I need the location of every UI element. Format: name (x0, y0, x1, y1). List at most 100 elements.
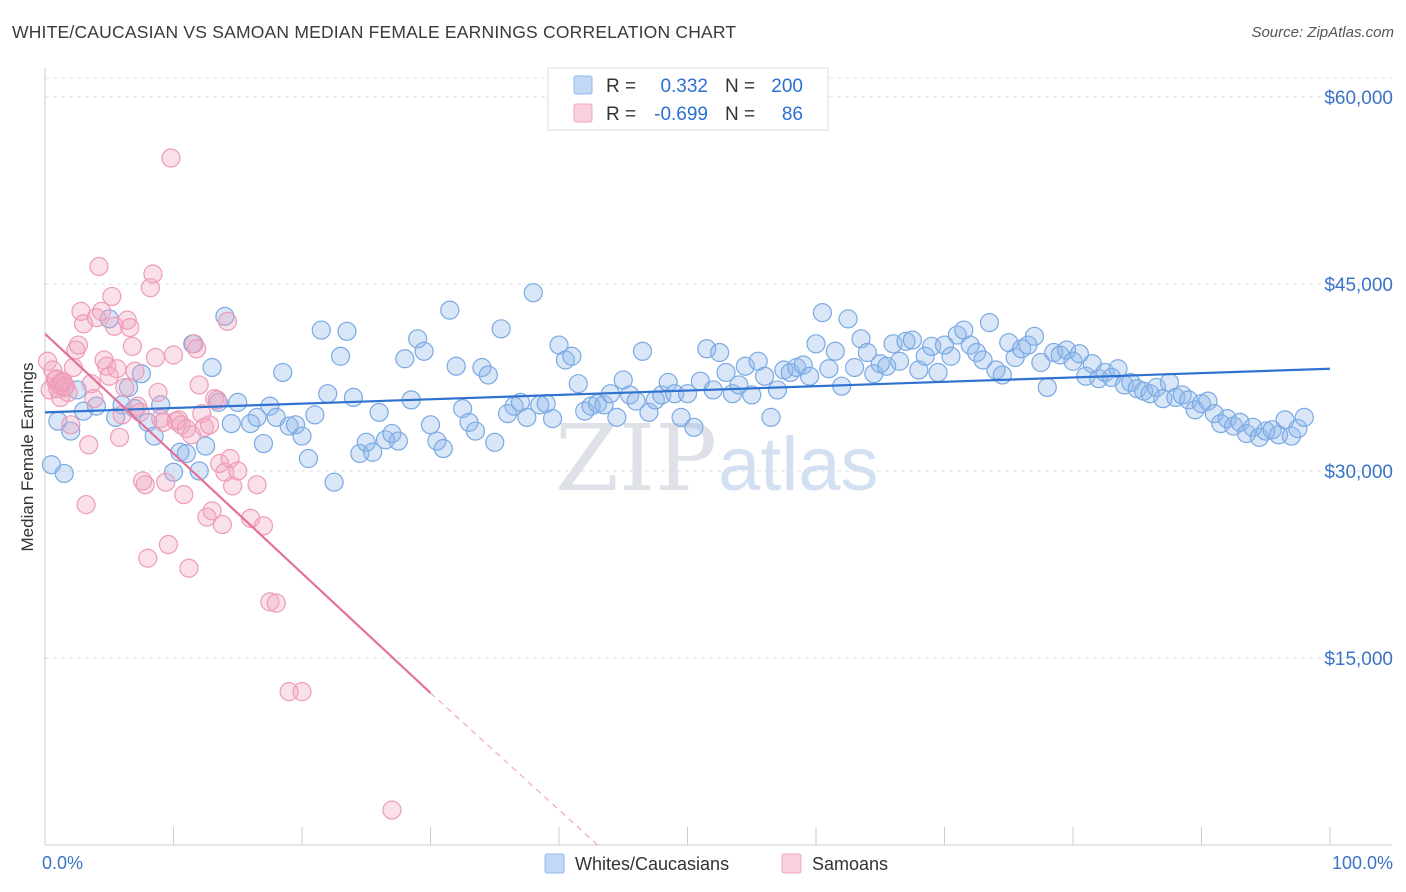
series-whites (41, 283, 1314, 492)
point-whites (960, 335, 980, 355)
watermark-zip: ZIP (555, 405, 717, 512)
point-whites (1031, 352, 1051, 373)
point-whites (228, 392, 248, 412)
source-credit: Source: ZipAtlas.com (1251, 24, 1394, 41)
point-samoans (212, 514, 232, 535)
point-whites (562, 346, 582, 366)
point-whites (420, 415, 441, 435)
point-whites (735, 356, 755, 376)
point-whites (414, 341, 434, 361)
point-whites (1288, 418, 1308, 439)
point-whites (754, 366, 775, 386)
axes: $15,000 $30,000 $45,000 $60,000 (44, 68, 1393, 846)
bottom-legend-label-white: Whites/Caucasians (575, 854, 729, 874)
point-samoans (171, 415, 191, 435)
point-whites (369, 402, 389, 422)
point-whites (298, 448, 319, 469)
point-whites (202, 357, 222, 378)
point-whites (607, 407, 627, 427)
point-samoans (156, 472, 176, 492)
point-whites (311, 320, 331, 340)
legend-n-value-white: 200 (771, 76, 803, 97)
point-samoans (187, 339, 207, 359)
point-whites (941, 346, 961, 366)
point-whites (388, 431, 408, 451)
point-samoans (68, 335, 89, 355)
point-whites (838, 309, 858, 329)
point-whites (382, 423, 402, 444)
point-whites (992, 365, 1012, 385)
point-samoans (143, 264, 163, 284)
point-whites (247, 407, 267, 427)
point-whites (395, 349, 415, 369)
point-whites (812, 303, 833, 323)
point-whites (742, 385, 762, 405)
point-samoans (91, 301, 112, 321)
point-whites (54, 463, 74, 484)
y-tick-label: $60,000 (1324, 88, 1393, 109)
legend: R = 0.332 N = 200 R = -0.699 N = 86 (547, 67, 829, 131)
y-tick-label: $30,000 (1324, 462, 1393, 483)
point-samoans (217, 311, 238, 331)
point-whites (356, 432, 376, 452)
point-whites (877, 356, 897, 376)
point-whites (632, 341, 653, 361)
point-whites (799, 366, 820, 386)
point-samoans (49, 375, 69, 395)
point-samoans (122, 336, 142, 356)
point-samoans (117, 310, 137, 330)
point-whites (825, 341, 845, 361)
point-whites (491, 319, 511, 339)
point-whites (221, 413, 241, 434)
point-whites (1056, 340, 1077, 360)
point-whites (478, 365, 498, 385)
point-samoans (66, 340, 86, 360)
point-samoans (81, 374, 101, 394)
point-whites (761, 407, 781, 427)
point-whites (446, 356, 466, 376)
bottom-legend: Whites/Caucasians Samoans (544, 853, 888, 874)
point-samoans (163, 345, 184, 365)
trend-line-samoans-extrapolated (430, 692, 598, 846)
point-whites (716, 362, 736, 383)
point-whites (710, 342, 730, 363)
trend-line-whites (44, 367, 1331, 414)
point-whites (1230, 412, 1250, 432)
point-samoans (148, 382, 168, 403)
point-samoans (115, 377, 135, 398)
point-samoans (102, 286, 122, 307)
point-whites (517, 407, 537, 427)
point-samoans (125, 361, 145, 381)
point-whites (1204, 404, 1224, 424)
point-whites (819, 359, 839, 379)
point-whites (253, 433, 274, 454)
point-samoans (174, 485, 194, 505)
point-whites (163, 462, 184, 482)
chart-title: WHITE/CAUCASIAN VS SAMOAN MEDIAN FEMALE … (12, 22, 737, 42)
series-samoans (37, 148, 402, 820)
point-whites (928, 362, 948, 383)
point-whites (793, 355, 813, 375)
bottom-legend-swatch-white (544, 853, 565, 874)
legend-r-label-samoan: R = (606, 104, 636, 125)
point-samoans (199, 415, 220, 435)
legend-n-label-white: N = (725, 76, 755, 97)
point-whites (967, 342, 987, 363)
point-whites (1294, 407, 1314, 427)
point-whites (684, 417, 704, 437)
point-whites (292, 426, 312, 446)
point-whites (973, 350, 993, 370)
point-whites (844, 357, 865, 378)
point-whites (189, 461, 209, 481)
point-whites (440, 300, 460, 320)
point-whites (1172, 385, 1192, 405)
point-whites (1069, 344, 1090, 364)
bottom-legend-label-samoan: Samoans (812, 854, 888, 874)
point-samoans (194, 417, 214, 437)
point-whites (542, 409, 563, 429)
point-samoans (179, 558, 199, 578)
point-whites (639, 402, 659, 422)
point-whites (1179, 390, 1199, 410)
x-tick-label-max: 100.0% (1332, 853, 1393, 873)
